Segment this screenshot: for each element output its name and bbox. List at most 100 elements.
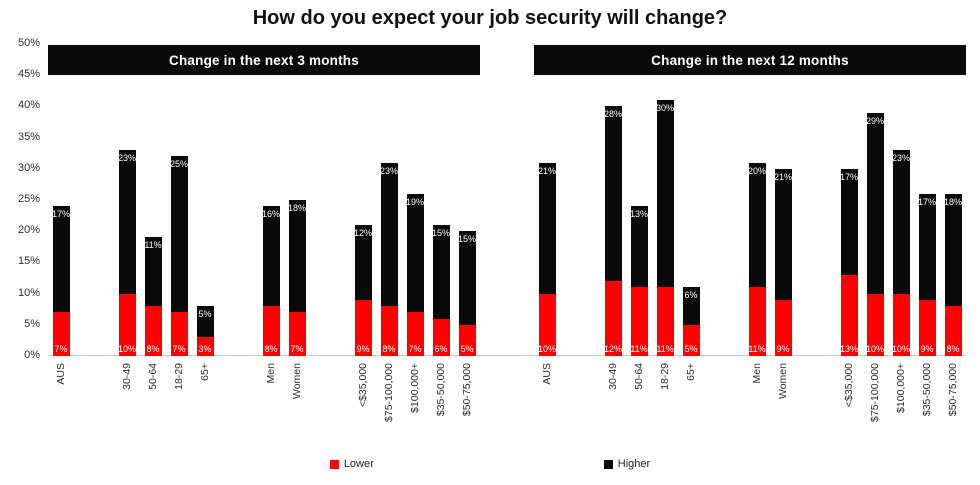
value-label-lower: 10% xyxy=(866,344,885,354)
bar-slot: 21% 9% Women xyxy=(770,168,796,399)
stacked-bar: 19% 7% xyxy=(406,193,425,356)
bar-segment-higher: 29% xyxy=(866,112,884,294)
value-label-higher: 30% xyxy=(656,103,675,114)
bar-slot: 11% 8% 50-64 xyxy=(140,237,166,390)
stacked-bar: 15% 5% xyxy=(458,231,477,356)
value-label-higher: 28% xyxy=(604,109,623,120)
bar-segment-lower: 11% xyxy=(656,287,674,356)
bar-slot: 17% 9% $35-50,000 xyxy=(914,193,940,416)
category-label: 50-64 xyxy=(633,363,645,390)
stacked-bar: 25% 7% xyxy=(170,156,188,356)
chart-title: How do you expect your job security will… xyxy=(252,7,728,29)
value-label-higher: 23% xyxy=(118,153,137,164)
bar-segment-higher: 18% xyxy=(944,193,963,307)
value-label-higher: 19% xyxy=(406,196,425,207)
panel-header-3-months: Change in the next 3 months xyxy=(48,45,480,75)
value-label-lower: 9% xyxy=(776,344,790,354)
stacked-bar: 13% 11% xyxy=(630,206,649,356)
bar-segment-lower: 7% xyxy=(170,312,188,356)
value-label-higher: 18% xyxy=(944,196,963,207)
value-label-lower: 7% xyxy=(54,344,68,354)
stacked-bar: 23% 8% xyxy=(380,162,398,356)
category-label: Women xyxy=(291,363,303,399)
bar-group: 21% 10% AUS xyxy=(534,162,560,385)
bar-slot: 13% 11% 50-64 xyxy=(626,206,652,390)
bar-slot: 19% 7% $100,000+ xyxy=(402,193,428,413)
value-label-lower: 11% xyxy=(656,344,674,354)
bar-segment-lower: 9% xyxy=(354,299,372,356)
value-label-higher: 18% xyxy=(288,203,307,214)
value-label-lower: 9% xyxy=(920,344,934,354)
bar-slot: 15% 6% $35-50,000 xyxy=(428,224,454,416)
category-label: $75-100,000 xyxy=(869,363,881,422)
bar-segment-lower: 7% xyxy=(406,312,424,356)
bar-slot: 12% 9% <$35,000 xyxy=(350,224,376,407)
bar-segment-lower: 9% xyxy=(774,299,792,356)
stacked-bar: 30% 11% xyxy=(656,100,675,356)
bar-group: 28% 12% 30-49 13% 11% 50-64 30% 11% 18-29 6% 5% 65+ xyxy=(600,100,704,390)
value-label-lower: 7% xyxy=(290,344,304,354)
category-label: 50-64 xyxy=(147,363,159,390)
value-label-lower: 10% xyxy=(538,344,557,354)
stacked-bar: 18% 7% xyxy=(288,200,307,356)
value-label-lower: 13% xyxy=(840,344,859,354)
value-label-lower: 7% xyxy=(172,344,186,354)
bar-group: 17% 13% <$35,000 29% 10% $75-100,000 23% 10% $10… xyxy=(836,112,966,422)
bars-row: 17% 7% AUS 23% 10% 30-49 11% 8% 50-64 25% 7% 18-29 5… xyxy=(48,44,480,422)
category-label: Women xyxy=(777,363,789,399)
stacked-bar: 18% 8% xyxy=(944,193,963,356)
value-label-higher: 16% xyxy=(262,209,281,220)
chart-area: 0% 5% 10% 15% 20% 25% 30% 35% 40% 45% 50% Change i… xyxy=(8,38,966,422)
bar-segment-lower: 5% xyxy=(458,324,476,356)
value-label-lower: 10% xyxy=(892,344,911,354)
bar-segment-lower: 12% xyxy=(604,281,622,356)
stacked-bar: 16% 8% xyxy=(262,206,281,356)
bar-slot: 30% 11% 18-29 xyxy=(652,100,678,390)
bar-segment-lower: 10% xyxy=(892,293,911,356)
value-label-lower: 5% xyxy=(684,344,698,354)
bar-segment-lower: 9% xyxy=(918,299,936,356)
stacked-bar: 17% 9% xyxy=(918,193,937,356)
stacked-bar: 12% 9% xyxy=(354,224,372,356)
bar-slot: 6% 5% 65+ xyxy=(678,287,704,381)
bars-row: 21% 10% AUS 28% 12% 30-49 13% 11% 50-64 30% 11% 18-… xyxy=(534,44,966,422)
y-axis-tick-label: 15% xyxy=(17,255,40,268)
category-label: $50-75,000 xyxy=(947,363,959,417)
value-label-higher: 5% xyxy=(198,309,212,320)
y-axis-tick-label: 45% xyxy=(17,68,40,81)
bar-segment-higher: 16% xyxy=(262,206,281,307)
bar-segment-higher: 23% xyxy=(118,150,137,294)
bar-group: 12% 9% <$35,000 23% 8% $75-100,000 19% 7% $100,0… xyxy=(350,162,480,422)
legend-item-higher: Higher xyxy=(603,458,651,470)
value-label-lower: 7% xyxy=(408,344,422,354)
bar-segment-higher: 20% xyxy=(748,162,766,288)
legend-label-higher: Higher xyxy=(617,458,651,470)
bar-segment-lower: 7% xyxy=(52,312,70,356)
bar-slot: 25% 7% 18-29 xyxy=(166,156,192,390)
bar-group: 17% 7% AUS xyxy=(48,206,74,385)
stacked-bar: 23% 10% xyxy=(892,150,911,356)
legend-item-lower: Lower xyxy=(329,458,374,470)
value-label-lower: 9% xyxy=(356,344,370,354)
bar-slot: 15% 5% $50-75,000 xyxy=(454,231,480,416)
bar-segment-higher: 19% xyxy=(406,193,425,313)
category-label: AUS xyxy=(55,363,67,385)
value-label-higher: 15% xyxy=(458,234,477,245)
bar-slot: 21% 10% AUS xyxy=(534,162,560,385)
category-label: 65+ xyxy=(685,363,697,381)
bar-slot: 18% 8% $50-75,000 xyxy=(940,193,966,416)
bar-slot: 17% 13% <$35,000 xyxy=(836,168,862,407)
panel-next-3-months: Change in the next 3 months 17% 7% AUS 23% 1… xyxy=(48,44,480,422)
stacked-bar: 11% 8% xyxy=(144,237,162,356)
stacked-bar: 21% 9% xyxy=(774,168,792,356)
value-label-lower: 8% xyxy=(382,344,396,354)
stacked-bar: 15% 6% xyxy=(432,224,450,356)
bar-group: 20% 11% Men 21% 9% Women xyxy=(744,162,796,399)
bar-segment-higher: 25% xyxy=(170,156,188,313)
stacked-bar: 29% 10% xyxy=(866,112,885,356)
bar-segment-higher: 17% xyxy=(52,206,70,313)
value-label-higher: 13% xyxy=(630,209,649,220)
value-label-higher: 17% xyxy=(918,196,937,207)
category-label: Men xyxy=(265,363,277,384)
